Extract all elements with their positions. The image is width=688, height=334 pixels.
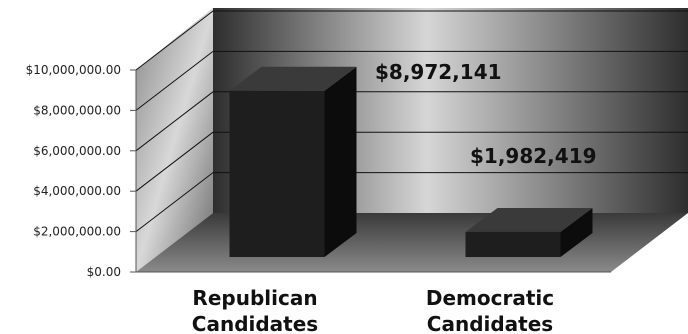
- y-tick-label: $2,000,000.00: [33, 225, 121, 239]
- y-tick-label: $4,000,000.00: [33, 184, 121, 198]
- bar-side-face: [560, 207, 593, 257]
- gridline-side: [135, 91, 214, 152]
- gridline-side: [135, 10, 214, 71]
- bar-front-face: [229, 90, 325, 257]
- chart-floor: [136, 213, 688, 272]
- y-axis-ticks: $0.00 $2,000,000.00 $4,000,000.00 $6,000,00…: [26, 63, 136, 279]
- chart-side-wall: [136, 8, 213, 272]
- bar-1: [229, 66, 357, 257]
- y-tick-label: $0.00: [87, 265, 121, 279]
- x-axis-categories: Republican Candidates Democratic Candidates: [192, 286, 554, 334]
- bars: [229, 66, 593, 257]
- bar-side-face: [324, 66, 357, 257]
- bar-2: [465, 207, 593, 257]
- y-tick-label: $10,000,000.00: [26, 63, 121, 77]
- y-tick-label: $8,000,000.00: [33, 103, 121, 117]
- gridline-side: [135, 172, 214, 232]
- y-tick-label: $6,000,000.00: [33, 144, 121, 158]
- bar-top-face: [229, 66, 357, 91]
- data-label-2: $1,982,419: [470, 144, 597, 168]
- bar-top-face: [465, 207, 593, 232]
- bar-front-face: [465, 231, 561, 257]
- data-labels: $8,972,141 $1,982,419: [375, 60, 597, 168]
- category-label-2: Democratic Candidates: [426, 286, 554, 334]
- category-label-1: Republican Candidates: [192, 286, 318, 334]
- gridline-side: [135, 131, 214, 192]
- gridline-side: [135, 51, 214, 111]
- data-label-1: $8,972,141: [375, 60, 502, 84]
